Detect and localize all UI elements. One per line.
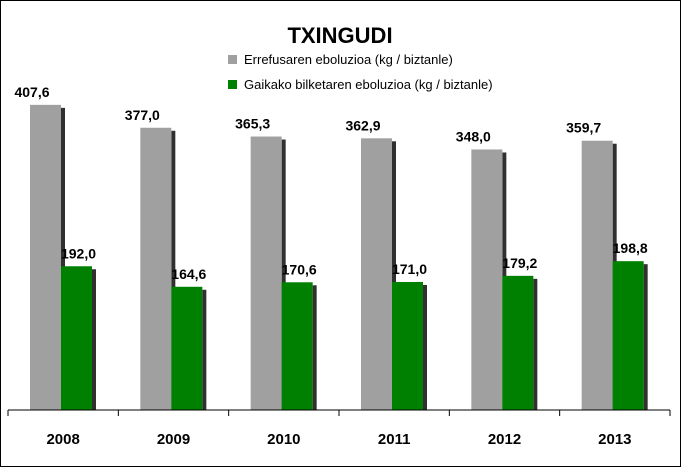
bar-shadow bbox=[92, 269, 96, 410]
category-label-2013: 2013 bbox=[598, 431, 631, 448]
bar-selective-2010 bbox=[281, 282, 313, 410]
bar-selective-2011 bbox=[392, 281, 423, 410]
category-label-2011: 2011 bbox=[378, 431, 411, 448]
value-label: 348,0 bbox=[456, 128, 491, 144]
bar-selective-2012 bbox=[502, 275, 534, 410]
category-label-2012: 2012 bbox=[488, 431, 521, 448]
bar-shadow bbox=[533, 278, 538, 410]
bar-selective-2009 bbox=[171, 286, 203, 410]
bar-shadow bbox=[423, 284, 427, 410]
bar-shadow bbox=[392, 141, 396, 410]
value-label: 171,0 bbox=[392, 261, 427, 277]
legend-label-selective: Gaikako bilketaren eboluzioa (kg / bizta… bbox=[244, 77, 493, 92]
bar-refuse-2008 bbox=[30, 104, 61, 410]
bars-group bbox=[30, 104, 648, 410]
value-labels-group: 407,6 192,0 377,0 164,6 365,3 170,6 362,9 171,0… bbox=[14, 84, 647, 282]
bar-shadow bbox=[171, 130, 176, 410]
value-label: 377,0 bbox=[125, 107, 160, 123]
category-label-2010: 2010 bbox=[267, 431, 300, 448]
legend: Errefusaren eboluzioa (kg / biztanle) Ga… bbox=[228, 52, 493, 92]
legend-swatch-selective bbox=[228, 80, 237, 89]
value-label: 362,9 bbox=[345, 117, 380, 133]
value-label: 407,6 bbox=[14, 84, 49, 100]
bar-refuse-2012 bbox=[471, 149, 503, 410]
value-label: 164,6 bbox=[171, 266, 206, 282]
bar-shadow bbox=[281, 139, 286, 410]
category-label-2009: 2009 bbox=[157, 431, 190, 448]
value-label: 170,6 bbox=[282, 261, 317, 277]
bar-shadow bbox=[643, 264, 648, 410]
value-label: 365,3 bbox=[235, 116, 270, 132]
legend-swatch-refuse bbox=[228, 55, 237, 64]
legend-label-refuse: Errefusaren eboluzioa (kg / biztanle) bbox=[244, 52, 453, 67]
value-label: 192,0 bbox=[61, 245, 96, 261]
value-label: 359,7 bbox=[566, 120, 601, 136]
value-label: 179,2 bbox=[502, 255, 537, 271]
bar-refuse-2009 bbox=[140, 127, 172, 410]
x-axis: 2008 2009 2010 2011 2012 2013 bbox=[7, 409, 671, 448]
bar-refuse-2011 bbox=[361, 138, 392, 410]
bar-shadow bbox=[202, 289, 207, 410]
bar-refuse-2013 bbox=[581, 140, 613, 410]
bar-selective-2013 bbox=[612, 261, 644, 410]
value-label: 198,8 bbox=[613, 240, 648, 256]
bar-selective-2008 bbox=[61, 266, 92, 410]
bar-shadow bbox=[61, 107, 65, 410]
bar-shadow bbox=[312, 285, 317, 410]
category-label-2008: 2008 bbox=[46, 431, 79, 448]
bar-refuse-2010 bbox=[250, 136, 282, 410]
chart-title: TXINGUDI bbox=[287, 23, 392, 48]
